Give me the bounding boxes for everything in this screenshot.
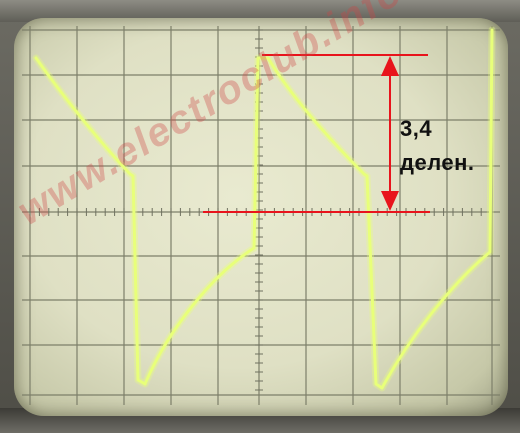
measurement-arrow-up-head [381,56,399,76]
amplitude-value-label: 3,4 [400,116,432,142]
amplitude-unit-label: делен. [400,150,475,176]
